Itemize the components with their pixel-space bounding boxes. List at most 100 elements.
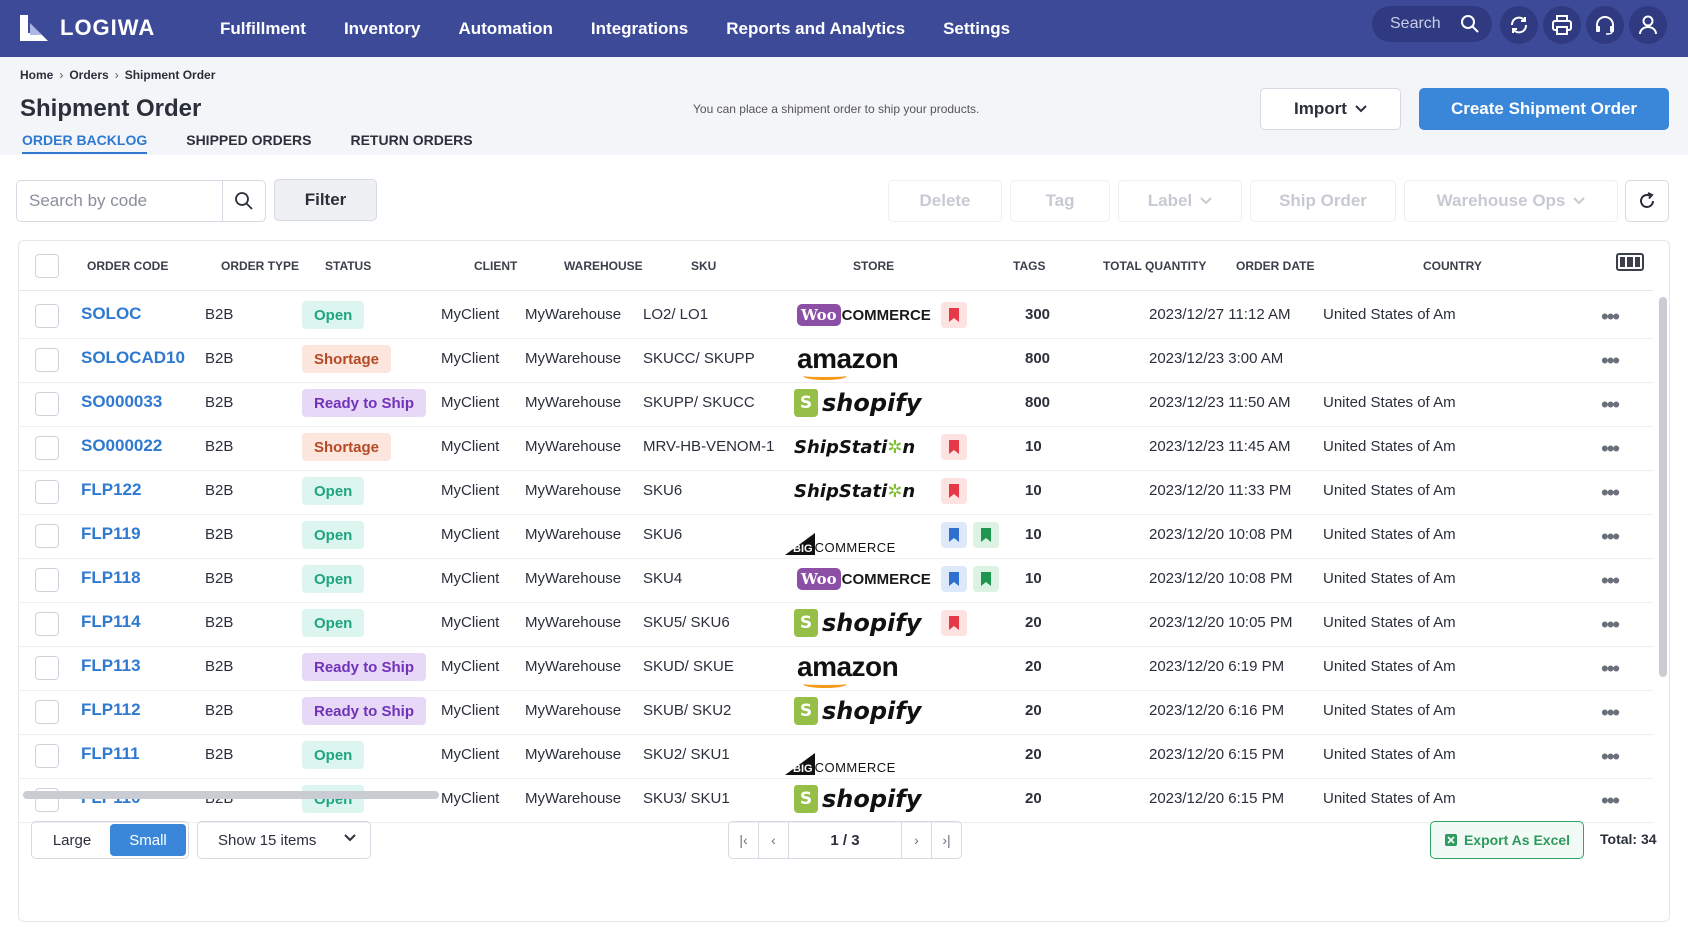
- table-row[interactable]: FLP112 B2B Ready to Ship MyClient MyWare…: [19, 687, 1653, 735]
- user-menu-button[interactable]: [1629, 6, 1667, 44]
- row-actions-icon[interactable]: •••: [1601, 480, 1620, 505]
- order-code-link[interactable]: SO000022: [81, 436, 163, 455]
- nav-settings[interactable]: Settings: [943, 18, 1011, 38]
- order-code-link[interactable]: FLP122: [81, 480, 142, 499]
- row-actions-icon[interactable]: •••: [1601, 788, 1620, 813]
- delete-button[interactable]: Delete: [888, 180, 1002, 222]
- row-actions-icon[interactable]: •••: [1601, 700, 1620, 725]
- select-all-checkbox[interactable]: [35, 254, 59, 278]
- table-row[interactable]: FLP110 B2B Open MyClient MyWarehouse SKU…: [19, 775, 1653, 823]
- row-checkbox[interactable]: [35, 480, 59, 504]
- last-page-icon[interactable]: ›|: [931, 822, 961, 858]
- table-row[interactable]: SO000033 B2B Ready to Ship MyClient MyWa…: [19, 379, 1653, 427]
- nav-reports[interactable]: Reports and Analytics: [726, 18, 906, 38]
- col-sku[interactable]: SKU: [691, 259, 717, 273]
- col-tags[interactable]: TAGS: [1013, 259, 1046, 273]
- row-checkbox[interactable]: [35, 700, 59, 724]
- order-code-link[interactable]: SO000033: [81, 392, 163, 411]
- horizontal-scrollbar[interactable]: [23, 791, 439, 799]
- row-actions-icon[interactable]: •••: [1601, 744, 1620, 769]
- table-row[interactable]: FLP122 B2B Open MyClient MyWarehouse SKU…: [19, 467, 1653, 515]
- import-button[interactable]: Import: [1260, 88, 1401, 130]
- size-small-button[interactable]: Small: [110, 824, 186, 856]
- first-page-icon[interactable]: |‹: [729, 822, 759, 858]
- table-row[interactable]: SOLOC B2B Open MyClient MyWarehouse LO2/…: [19, 291, 1653, 339]
- order-code-link[interactable]: FLP112: [81, 700, 141, 719]
- row-checkbox[interactable]: [35, 656, 59, 680]
- order-code-link[interactable]: FLP113: [81, 656, 141, 675]
- row-checkbox[interactable]: [35, 392, 59, 416]
- order-code-link[interactable]: FLP118: [81, 568, 141, 587]
- page-size-select[interactable]: Show 15 items: [197, 821, 371, 859]
- tag-red[interactable]: [941, 478, 967, 504]
- col-total-quantity[interactable]: TOTAL QUANTITY: [1103, 259, 1207, 273]
- support-button[interactable]: [1586, 6, 1624, 44]
- tag-red[interactable]: [941, 610, 967, 636]
- tab-order-backlog[interactable]: ORDER BACKLOG: [22, 132, 148, 154]
- row-checkbox[interactable]: [35, 524, 59, 548]
- breadcrumb-home[interactable]: Home: [20, 68, 54, 82]
- table-row[interactable]: FLP113 B2B Ready to Ship MyClient MyWare…: [19, 643, 1653, 691]
- tag-green[interactable]: [973, 522, 999, 548]
- row-actions-icon[interactable]: •••: [1601, 612, 1620, 637]
- label-button[interactable]: Label: [1118, 180, 1242, 222]
- row-actions-icon[interactable]: •••: [1601, 436, 1620, 461]
- nav-integrations[interactable]: Integrations: [590, 18, 689, 38]
- table-row[interactable]: FLP118 B2B Open MyClient MyWarehouse SKU…: [19, 555, 1653, 603]
- row-actions-icon[interactable]: •••: [1601, 568, 1620, 593]
- refresh-button[interactable]: [1625, 180, 1669, 222]
- ship-order-button[interactable]: Ship Order: [1250, 180, 1396, 222]
- search-input[interactable]: [17, 181, 222, 221]
- breadcrumb-orders[interactable]: Orders: [69, 68, 109, 82]
- col-store[interactable]: STORE: [853, 259, 895, 273]
- order-code-link[interactable]: FLP111: [81, 744, 140, 763]
- col-order-type[interactable]: ORDER TYPE: [221, 259, 300, 273]
- row-checkbox[interactable]: [35, 304, 59, 328]
- warehouse-ops-button[interactable]: Warehouse Ops: [1404, 180, 1618, 222]
- tag-green[interactable]: [973, 566, 999, 592]
- col-order-code[interactable]: ORDER CODE: [87, 259, 169, 273]
- size-large-button[interactable]: Large: [52, 831, 92, 849]
- next-page-icon[interactable]: ›: [901, 822, 931, 858]
- sync-button[interactable]: [1500, 6, 1538, 44]
- export-excel-button[interactable]: Export As Excel: [1430, 821, 1584, 859]
- row-checkbox[interactable]: [35, 348, 59, 372]
- row-checkbox[interactable]: [35, 612, 59, 636]
- order-code-link[interactable]: FLP114: [81, 612, 141, 631]
- print-button[interactable]: [1543, 6, 1581, 44]
- column-settings-icon[interactable]: [1616, 253, 1644, 271]
- prev-page-icon[interactable]: ‹: [759, 822, 789, 858]
- row-checkbox[interactable]: [35, 436, 59, 460]
- tag-red[interactable]: [941, 302, 967, 328]
- tab-shipped-orders[interactable]: SHIPPED ORDERS: [186, 132, 312, 148]
- create-shipment-order-button[interactable]: Create Shipment Order: [1419, 88, 1669, 130]
- logo[interactable]: LOGIWA: [18, 13, 155, 43]
- order-code-link[interactable]: FLP119: [81, 524, 141, 543]
- tag-blue[interactable]: [941, 522, 967, 548]
- nav-inventory[interactable]: Inventory: [343, 18, 421, 38]
- row-checkbox[interactable]: [35, 744, 59, 768]
- row-actions-icon[interactable]: •••: [1601, 348, 1620, 373]
- order-code-link[interactable]: SOLOCAD10: [81, 348, 185, 367]
- row-actions-icon[interactable]: •••: [1601, 524, 1620, 549]
- table-row[interactable]: FLP111 B2B Open MyClient MyWarehouse SKU…: [19, 731, 1653, 779]
- tag-red[interactable]: [941, 434, 967, 460]
- order-code-link[interactable]: SOLOC: [81, 304, 142, 323]
- row-actions-icon[interactable]: •••: [1601, 304, 1620, 329]
- col-status[interactable]: STATUS: [325, 259, 372, 273]
- search-button[interactable]: [222, 181, 265, 221]
- nav-fulfillment[interactable]: Fulfillment: [220, 18, 306, 38]
- table-row[interactable]: FLP114 B2B Open MyClient MyWarehouse SKU…: [19, 599, 1653, 647]
- row-checkbox[interactable]: [35, 568, 59, 592]
- row-actions-icon[interactable]: •••: [1601, 656, 1620, 681]
- tab-return-orders[interactable]: RETURN ORDERS: [350, 132, 473, 148]
- vertical-scrollbar[interactable]: [1659, 297, 1667, 677]
- global-search[interactable]: Search: [1372, 6, 1492, 42]
- col-client[interactable]: CLIENT: [474, 259, 518, 273]
- table-row[interactable]: SOLOCAD10 B2B Shortage MyClient MyWareho…: [19, 335, 1653, 383]
- row-actions-icon[interactable]: •••: [1601, 392, 1620, 417]
- table-row[interactable]: FLP119 B2B Open MyClient MyWarehouse SKU…: [19, 511, 1653, 559]
- tag-button[interactable]: Tag: [1010, 180, 1110, 222]
- nav-automation[interactable]: Automation: [458, 18, 553, 38]
- filter-button[interactable]: Filter: [274, 179, 377, 221]
